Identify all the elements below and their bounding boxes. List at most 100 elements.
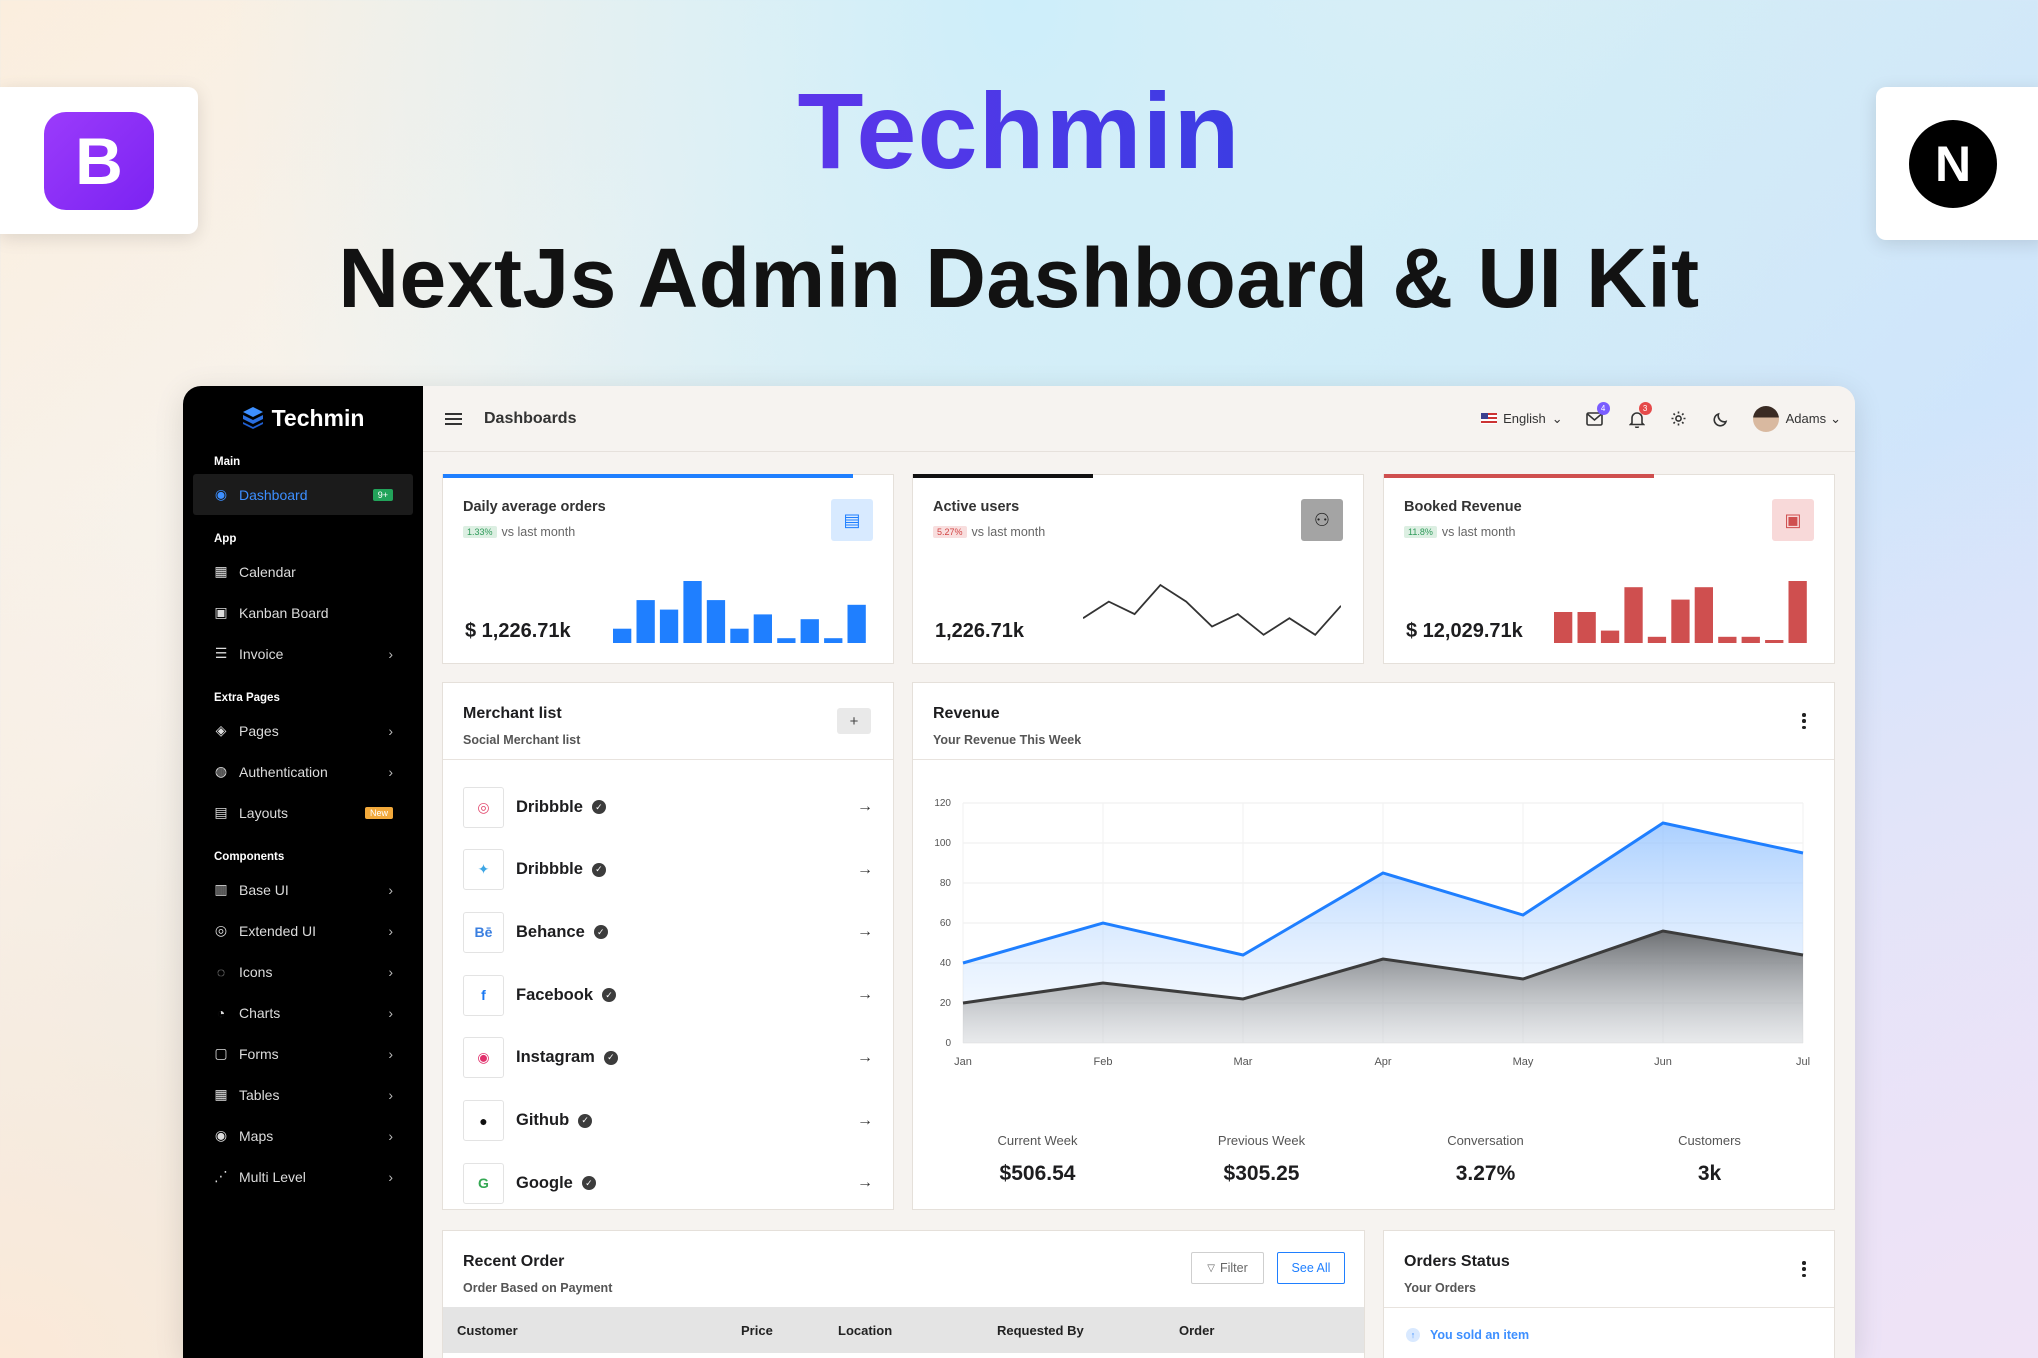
sidebar-item-calendar[interactable]: ▦ Calendar bbox=[193, 551, 413, 592]
revenue-header: Revenue Your Revenue This Week bbox=[913, 683, 1834, 760]
sidebar-item-authentication[interactable]: ◍ Authentication › bbox=[193, 751, 413, 792]
merchant-row[interactable]: G Google ✓ → bbox=[463, 1152, 873, 1209]
timeline-item-text: You sold an item bbox=[1430, 1328, 1530, 1342]
merchant-list-title: Merchant list bbox=[463, 705, 562, 722]
notification-button[interactable]: 3 bbox=[1627, 401, 1652, 429]
add-merchant-button[interactable]: + bbox=[837, 708, 871, 734]
spark-bar bbox=[1694, 587, 1713, 643]
chevron-right-icon: › bbox=[388, 645, 393, 662]
sidebar-item-label: Kanban Board bbox=[239, 604, 329, 621]
sidebar-item-label: Forms bbox=[239, 1045, 279, 1062]
merchant-row[interactable]: ◎ Dribbble ✓ → bbox=[463, 776, 873, 838]
orders-status-more-icon[interactable] bbox=[1802, 1261, 1806, 1277]
pie-icon: ◔ bbox=[216, 1004, 226, 1021]
series-line bbox=[962, 929, 1804, 1005]
sidebar-item-label: Charts bbox=[239, 1004, 281, 1021]
arrow-right-icon[interactable]: → bbox=[857, 923, 873, 941]
merchant-row[interactable]: Bē Behance ✓ → bbox=[463, 901, 873, 963]
clipboard-icon: ▢ bbox=[214, 1045, 228, 1061]
map-pin-icon: ◉ bbox=[214, 1127, 228, 1143]
arrow-right-icon[interactable]: → bbox=[857, 1174, 873, 1192]
sidebar-item-multi-level[interactable]: ⋰ Multi Level › bbox=[193, 1156, 413, 1197]
column-price[interactable]: Price bbox=[741, 1323, 773, 1338]
sidebar-item-extended-ui[interactable]: ◎ Extended UI › bbox=[193, 910, 413, 951]
sidebar-item-dashboard[interactable]: ◉ Dashboard 9+ bbox=[193, 474, 413, 515]
sidebar-item-forms[interactable]: ▢ Forms › bbox=[193, 1033, 413, 1074]
bell-icon bbox=[1628, 411, 1645, 428]
merchant-row[interactable]: ◉ Instagram ✓ → bbox=[463, 1027, 873, 1089]
revenue-more-icon[interactable] bbox=[1802, 713, 1806, 729]
stat-value: $ 12,029.71k bbox=[1406, 620, 1523, 642]
theme-toggle-button[interactable] bbox=[1711, 409, 1731, 429]
revenue-stat: Previous Week $305.25 bbox=[1149, 1133, 1374, 1186]
stat-card: Active users 5.27% vs last month ⚇ 1,226.71k bbox=[912, 474, 1364, 664]
sidebar-item-invoice[interactable]: ☰ Invoice › bbox=[193, 633, 413, 674]
sidebar-item-pages[interactable]: ◈ Pages › bbox=[193, 710, 413, 751]
merchant-name: Google bbox=[516, 1173, 573, 1192]
stat-sparkline bbox=[613, 581, 866, 643]
bootstrap-logo: B bbox=[44, 111, 154, 210]
see-all-button[interactable]: See All bbox=[1277, 1252, 1345, 1284]
sidebar-section-title: Components bbox=[214, 851, 285, 863]
column-customer[interactable]: Customer bbox=[457, 1323, 518, 1338]
revenue-title: Revenue bbox=[933, 705, 1000, 722]
orders-table-header: Customer Price Location Requested By Ord… bbox=[443, 1307, 1364, 1353]
sidebar-item-base-ui[interactable]: ▥ Base UI › bbox=[193, 869, 413, 910]
language-selector[interactable]: English ⌄ bbox=[1481, 411, 1563, 427]
sidebar-item-tables[interactable]: ▦ Tables › bbox=[193, 1074, 413, 1115]
topbar: Dashboards English ⌄ 4 3 bbox=[423, 386, 1855, 452]
sidebar-item-label: Pages bbox=[239, 722, 279, 739]
arrow-right-icon[interactable]: → bbox=[857, 1048, 873, 1066]
arrow-right-icon[interactable]: → bbox=[857, 798, 873, 815]
spark-bar bbox=[683, 581, 702, 643]
spark-bar bbox=[753, 614, 772, 643]
stat-value: 1,226.71k bbox=[935, 620, 1024, 642]
mail-button[interactable]: 4 bbox=[1585, 401, 1610, 429]
merchant-row[interactable]: ✦ Dribbble ✓ → bbox=[463, 839, 873, 901]
sidebar-item-maps[interactable]: ◉ Maps › bbox=[193, 1115, 413, 1156]
sidebar-item-kanban-board[interactable]: ▣ Kanban Board bbox=[193, 592, 413, 633]
arrow-right-icon[interactable]: → bbox=[857, 1111, 873, 1129]
table-icon: ▦ bbox=[214, 1086, 228, 1102]
sidebar-item-charts[interactable]: ◔ Charts › bbox=[193, 992, 413, 1033]
x-tick-label: Jun bbox=[1654, 1056, 1672, 1068]
facebook-icon: f bbox=[463, 974, 504, 1016]
orders-status-title: Orders Status bbox=[1404, 1253, 1510, 1270]
sidebar-section-title: Extra Pages bbox=[214, 692, 280, 704]
orders-icon[interactable]: ▤ bbox=[831, 499, 873, 541]
timeline-item: ↑ You sold an item bbox=[1406, 1328, 1529, 1342]
column-location[interactable]: Location bbox=[838, 1323, 893, 1338]
chevron-right-icon: › bbox=[388, 922, 393, 939]
revenue-stat-value: $506.54 bbox=[999, 1162, 1076, 1185]
instagram-icon: ◉ bbox=[463, 1037, 504, 1079]
dashboard-icon: ◉ bbox=[214, 486, 228, 502]
menu-toggle-icon[interactable] bbox=[445, 412, 462, 425]
filter-button[interactable]: ▽ Filter bbox=[1191, 1252, 1264, 1284]
verified-icon: ✓ bbox=[593, 925, 608, 940]
column-requested-by[interactable]: Requested By bbox=[997, 1323, 1084, 1338]
merchant-list-card: Merchant list Social Merchant list + ◎ Dr… bbox=[442, 682, 894, 1210]
sidebar-item-layouts[interactable]: ▤ Layouts New bbox=[193, 792, 413, 833]
sidebar-brand[interactable]: Techmin bbox=[183, 386, 423, 450]
stat-progress-bar bbox=[1384, 474, 1654, 478]
x-tick-label: May bbox=[1513, 1056, 1534, 1068]
revenue-card: Revenue Your Revenue This Week 0 20 40 60 80… bbox=[912, 682, 1835, 1210]
column-order[interactable]: Order bbox=[1179, 1323, 1215, 1338]
merchant-row[interactable]: f Facebook ✓ → bbox=[463, 964, 873, 1026]
merchant-list-header: Merchant list Social Merchant list + bbox=[443, 683, 893, 760]
page-title: Dashboards bbox=[484, 409, 577, 427]
sidebar-item-icons[interactable]: ◌ Icons › bbox=[193, 951, 413, 992]
user-menu[interactable]: Adams ⌄ bbox=[1752, 405, 1841, 432]
users-icon[interactable]: ⚇ bbox=[1301, 499, 1343, 541]
timeline-up-icon: ↑ bbox=[1406, 1328, 1420, 1342]
filter-label: Filter bbox=[1219, 1261, 1248, 1275]
settings-button[interactable] bbox=[1669, 409, 1689, 429]
clipboard-icon[interactable]: ▣ bbox=[1772, 499, 1814, 541]
arrow-right-icon[interactable]: → bbox=[857, 860, 873, 878]
spark-bar bbox=[613, 628, 632, 643]
stat-title: Active users bbox=[933, 499, 1020, 515]
merchant-row[interactable]: ● Github ✓ → bbox=[463, 1090, 873, 1152]
arrow-right-icon[interactable]: → bbox=[857, 986, 873, 1004]
merchant-name: Dribbble bbox=[516, 797, 583, 816]
series-line bbox=[962, 821, 1804, 965]
